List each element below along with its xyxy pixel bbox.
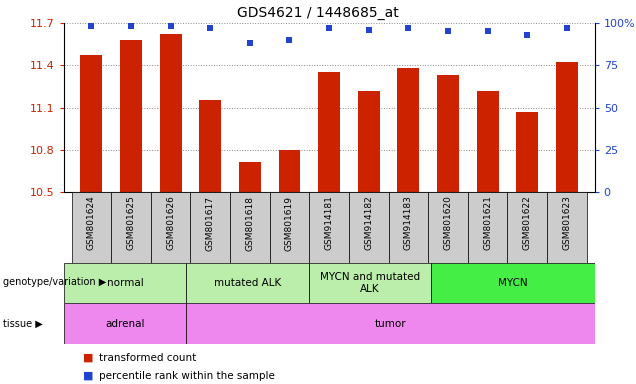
Text: GSM801624: GSM801624 — [87, 195, 96, 250]
Bar — [428, 192, 468, 263]
Point — [522, 32, 532, 38]
Text: adrenal: adrenal — [105, 318, 144, 329]
Text: GDS4621 / 1448685_at: GDS4621 / 1448685_at — [237, 6, 399, 20]
Bar — [468, 192, 508, 263]
Text: percentile rank within the sample: percentile rank within the sample — [99, 371, 275, 381]
Bar — [199, 101, 221, 192]
Bar — [547, 192, 587, 263]
Point — [443, 28, 453, 35]
Bar — [111, 192, 151, 263]
Text: GSM801619: GSM801619 — [285, 195, 294, 250]
Bar — [239, 162, 261, 192]
Bar — [477, 91, 499, 192]
Bar — [358, 91, 380, 192]
Text: GSM914182: GSM914182 — [364, 195, 373, 250]
Bar — [389, 192, 428, 263]
Bar — [230, 192, 270, 263]
Bar — [349, 192, 389, 263]
Text: normal: normal — [106, 278, 143, 288]
Text: transformed count: transformed count — [99, 353, 196, 363]
Point — [364, 27, 374, 33]
Bar — [151, 192, 190, 263]
Point — [126, 23, 136, 30]
Point — [245, 40, 255, 46]
Text: GSM801621: GSM801621 — [483, 195, 492, 250]
Bar — [186, 263, 308, 303]
Bar — [64, 303, 186, 344]
Bar — [71, 192, 111, 263]
Text: genotype/variation ▶: genotype/variation ▶ — [3, 277, 106, 287]
Text: GSM914183: GSM914183 — [404, 195, 413, 250]
Point — [483, 28, 493, 35]
Text: GSM801623: GSM801623 — [562, 195, 571, 250]
Text: GSM801625: GSM801625 — [127, 195, 135, 250]
Text: ■: ■ — [83, 353, 93, 363]
Bar — [309, 192, 349, 263]
Text: tissue ▶: tissue ▶ — [3, 318, 43, 328]
Bar — [279, 150, 300, 192]
Point — [562, 25, 572, 31]
Text: MYCN: MYCN — [498, 278, 528, 288]
Point — [165, 23, 176, 30]
Bar — [431, 263, 595, 303]
Bar — [186, 303, 595, 344]
Text: MYCN and mutated
ALK: MYCN and mutated ALK — [320, 272, 420, 294]
Text: tumor: tumor — [375, 318, 406, 329]
Text: GSM801626: GSM801626 — [166, 195, 175, 250]
Point — [86, 23, 97, 30]
Bar — [508, 192, 547, 263]
Bar — [556, 63, 578, 192]
Bar — [308, 263, 431, 303]
Text: mutated ALK: mutated ALK — [214, 278, 281, 288]
Point — [205, 25, 216, 31]
Point — [403, 25, 413, 31]
Bar — [437, 75, 459, 192]
Text: GSM801617: GSM801617 — [205, 195, 215, 250]
Text: ■: ■ — [83, 371, 93, 381]
Bar — [398, 68, 419, 192]
Bar — [64, 263, 186, 303]
Text: GSM801618: GSM801618 — [245, 195, 254, 250]
Bar — [318, 72, 340, 192]
Bar — [160, 34, 181, 192]
Bar — [190, 192, 230, 263]
Text: GSM801622: GSM801622 — [523, 195, 532, 250]
Point — [284, 37, 294, 43]
Text: GSM914181: GSM914181 — [324, 195, 334, 250]
Bar — [80, 55, 102, 192]
Bar — [516, 112, 538, 192]
Text: GSM801620: GSM801620 — [443, 195, 453, 250]
Bar — [120, 40, 142, 192]
Bar — [270, 192, 309, 263]
Point — [324, 25, 335, 31]
